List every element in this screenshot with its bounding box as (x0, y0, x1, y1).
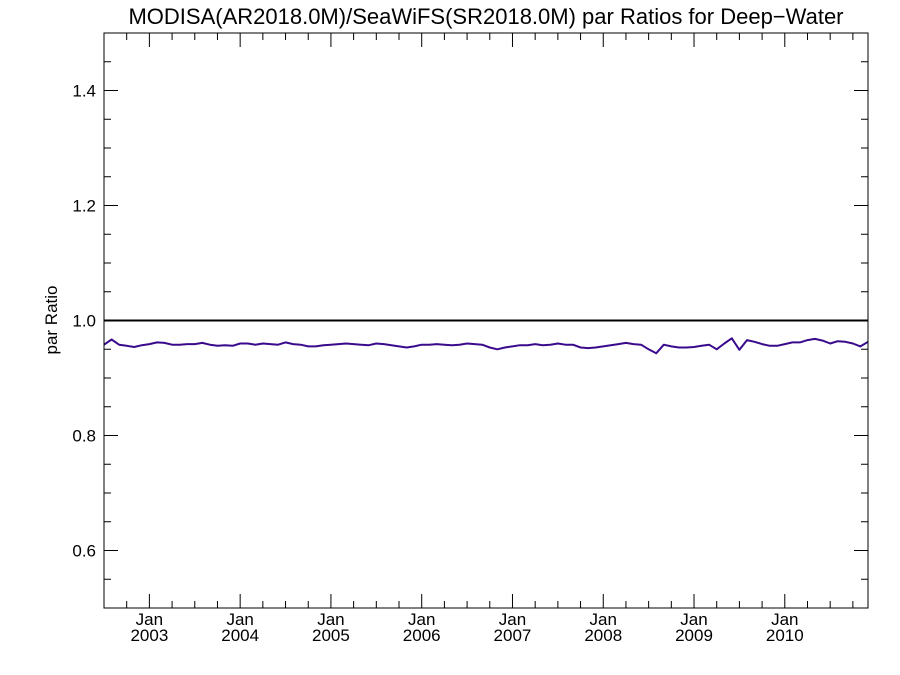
y-tick-label: 1.0 (72, 312, 96, 331)
y-tick-label: 1.4 (72, 82, 96, 101)
x-tick-label-year: 2008 (584, 626, 622, 645)
x-tick-label-month: Jan (408, 610, 435, 629)
y-axis-label: par Ratio (42, 286, 61, 355)
series-line (103, 337, 869, 355)
y-tick-label: 0.8 (72, 427, 96, 446)
chart-title: MODISA(AR2018.0M)/SeaWiFS(SR2018.0M) par… (128, 4, 843, 29)
x-tick-label-month: Jan (136, 610, 163, 629)
x-tick-label-year: 2010 (766, 626, 804, 645)
x-tick-label-month: Jan (317, 610, 344, 629)
x-tick-label-month: Jan (590, 610, 617, 629)
x-tick-label-year: 2003 (130, 626, 168, 645)
x-tick-label-month: Jan (771, 610, 798, 629)
x-tick-label-year: 2004 (221, 626, 259, 645)
x-tick-label-year: 2009 (675, 626, 713, 645)
plot-frame (103, 32, 869, 609)
x-tick-label-year: 2006 (403, 626, 441, 645)
x-tick-label-month: Jan (226, 610, 253, 629)
y-tick-label: 1.2 (72, 197, 96, 216)
x-tick-label-month: Jan (499, 610, 526, 629)
x-tick-label-year: 2007 (494, 626, 532, 645)
x-tick-label-year: 2005 (312, 626, 350, 645)
x-tick-label-month: Jan (680, 610, 707, 629)
y-tick-label: 0.6 (72, 542, 96, 561)
axis-ticks: 0.60.81.01.21.4Jan2003Jan2004Jan2005Jan2… (72, 33, 868, 645)
